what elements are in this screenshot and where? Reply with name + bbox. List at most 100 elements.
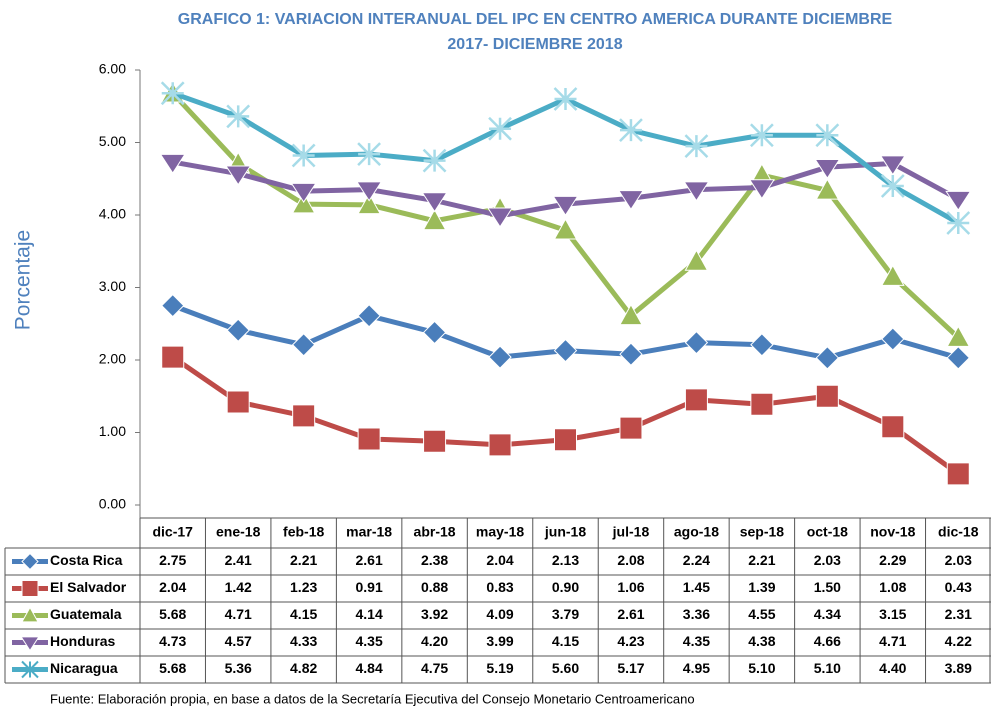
point-marker [619, 303, 643, 326]
point-marker [946, 325, 971, 347]
table-value: 4.75 [421, 660, 448, 676]
x-tick-label: oct-18 [807, 524, 848, 540]
legend-marker [21, 606, 39, 623]
point-marker [488, 345, 512, 369]
series-line [171, 355, 960, 476]
table-value: 4.35 [355, 633, 382, 649]
legend-marker [20, 636, 40, 652]
point-marker [159, 153, 186, 174]
point-marker [226, 318, 250, 342]
table-value: 1.06 [617, 579, 644, 595]
table-value: 0.91 [355, 579, 382, 595]
point-marker [945, 190, 972, 211]
legend-label: El Salvador [50, 579, 127, 595]
x-tick-label: ago-18 [674, 524, 719, 540]
point-marker [553, 338, 578, 363]
x-tick-label: ene-18 [216, 524, 261, 540]
table-value: 2.31 [945, 606, 972, 622]
table-value: 4.71 [879, 633, 906, 649]
table-value: 2.24 [683, 552, 710, 568]
table-value: 4.66 [814, 633, 841, 649]
point-marker [357, 142, 381, 166]
table-value: 4.95 [683, 660, 710, 676]
x-tick-label: may-18 [476, 524, 524, 540]
source-note: Fuente: Elaboración propia, en base a da… [50, 691, 695, 706]
x-tick-label: jun-18 [544, 524, 586, 540]
point-marker [683, 181, 710, 202]
table-value: 3.89 [945, 660, 972, 676]
point-marker [619, 342, 643, 366]
y-tick-label: 2.00 [99, 351, 126, 367]
x-tick-label: mar-18 [346, 524, 392, 540]
point-marker [226, 104, 251, 129]
table-value: 2.03 [814, 552, 841, 568]
table-value: 2.03 [945, 552, 972, 568]
point-marker [357, 427, 381, 451]
x-tick-label: nov-18 [870, 524, 915, 540]
point-marker [226, 390, 250, 414]
y-tick-label: 0.00 [99, 496, 126, 512]
point-marker [291, 143, 316, 168]
point-marker [750, 392, 774, 416]
table-value: 5.36 [225, 660, 252, 676]
point-marker [750, 123, 774, 148]
table-value: 4.22 [945, 633, 972, 649]
table-value: 2.38 [421, 552, 448, 568]
table-value: 4.33 [290, 633, 317, 649]
point-marker [619, 416, 643, 440]
point-marker [357, 192, 381, 215]
point-marker [554, 428, 577, 452]
point-marker [750, 333, 774, 357]
table-value: 2.04 [159, 579, 186, 595]
table-value: 4.15 [290, 606, 317, 622]
point-marker [423, 429, 447, 453]
legend-label: Nicaragua [50, 660, 118, 676]
table-value: 3.99 [486, 633, 513, 649]
point-marker [487, 207, 514, 228]
table-value: 2.75 [159, 552, 186, 568]
point-marker [814, 158, 841, 180]
table-value: 5.10 [814, 660, 841, 676]
point-marker [879, 155, 906, 176]
table-value: 4.40 [879, 660, 906, 676]
point-marker [291, 192, 316, 214]
table-value: 4.55 [748, 606, 775, 622]
x-tick-label: abr-18 [414, 524, 456, 540]
table-value: 5.60 [552, 660, 579, 676]
table-value: 2.29 [879, 552, 906, 568]
table-value: 4.15 [552, 633, 579, 649]
point-marker [684, 249, 709, 271]
table-value: 2.21 [748, 552, 775, 568]
table-value: 5.68 [159, 660, 186, 676]
point-marker [815, 346, 840, 370]
x-tick-label: sep-18 [740, 524, 785, 540]
x-tick-label: jul-18 [612, 524, 650, 540]
point-marker [815, 178, 840, 200]
point-marker [684, 330, 709, 355]
point-marker [619, 118, 643, 143]
table-value: 0.90 [552, 579, 579, 595]
x-tick-label: feb-18 [283, 524, 324, 540]
y-tick-label: 5.00 [99, 133, 126, 149]
point-marker [881, 327, 905, 351]
table-value: 1.23 [290, 579, 317, 595]
table-value: 4.73 [159, 633, 186, 649]
table-value: 5.17 [617, 660, 644, 676]
point-marker [422, 148, 447, 173]
table-value: 1.50 [814, 579, 841, 595]
table-value: 4.20 [421, 633, 448, 649]
chart-title: 2017- DICIEMBRE 2018 [447, 36, 622, 53]
point-marker [880, 174, 905, 198]
table-value: 4.35 [683, 633, 710, 649]
table-value: 4.14 [355, 606, 382, 622]
point-marker [553, 218, 578, 240]
table-value: 1.08 [879, 579, 906, 595]
table-value: 4.57 [225, 633, 252, 649]
legend-label: Costa Rica [50, 552, 123, 568]
y-tick-label: 6.00 [99, 61, 126, 77]
point-marker [946, 462, 970, 486]
point-marker [421, 192, 448, 213]
point-marker [880, 264, 905, 286]
point-marker [161, 293, 185, 318]
